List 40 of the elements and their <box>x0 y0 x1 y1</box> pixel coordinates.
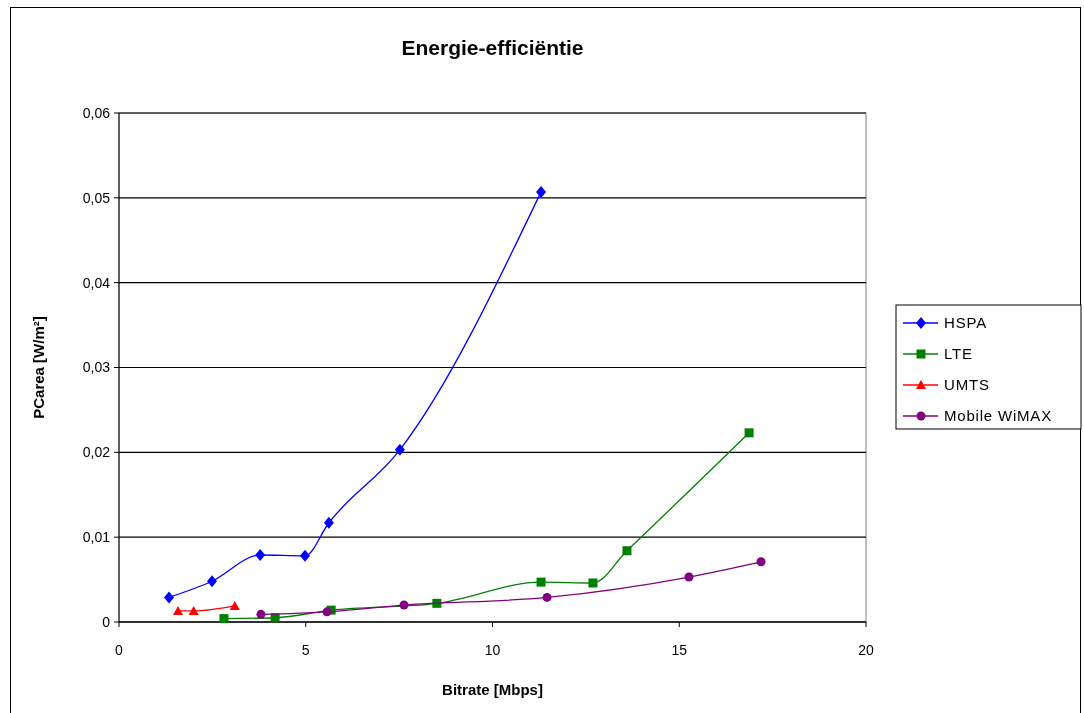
x-tick-label: 20 <box>858 642 874 658</box>
y-tick-label: 0,02 <box>82 444 111 461</box>
point <box>229 600 240 610</box>
y-tick-label: 0 <box>102 613 111 630</box>
y-tick-label: 0,03 <box>82 359 111 376</box>
point <box>536 577 546 587</box>
x-tick-label: 5 <box>301 642 310 658</box>
legend-label: HSPA <box>944 314 987 332</box>
x-tick-label: 10 <box>484 642 501 658</box>
y-tick-label: 0,06 <box>82 104 111 121</box>
legend-label: UMTS <box>944 376 990 394</box>
point <box>542 592 552 602</box>
point <box>164 591 175 604</box>
y-tick-label: 0,05 <box>82 189 111 206</box>
point <box>207 575 217 588</box>
point <box>322 607 332 617</box>
y-tick-label: 0,04 <box>82 274 111 291</box>
point <box>756 557 766 567</box>
chart-title: Energie-efficiëntie <box>401 36 584 59</box>
legend-label: Mobile WiMAX <box>944 407 1052 425</box>
point <box>256 609 266 619</box>
point <box>399 600 409 610</box>
point <box>394 443 405 456</box>
point <box>300 549 310 562</box>
point <box>622 546 632 556</box>
point <box>536 185 547 198</box>
point <box>219 614 229 624</box>
point <box>684 572 694 582</box>
point <box>588 578 598 588</box>
y-tick-label: 0,01 <box>82 529 111 546</box>
x-tick-label: 0 <box>115 642 124 658</box>
point <box>323 516 334 529</box>
y-axis-title: PCarea [W/m²] <box>30 316 47 419</box>
point <box>188 605 199 615</box>
x-axis-title: Bitrate [Mbps] <box>442 681 543 698</box>
point <box>744 428 754 438</box>
point <box>173 605 184 615</box>
point <box>255 548 266 561</box>
x-tick-label: 15 <box>671 642 688 658</box>
legend-label: LTE <box>944 345 973 363</box>
